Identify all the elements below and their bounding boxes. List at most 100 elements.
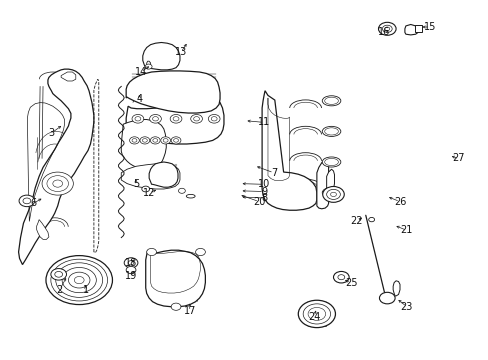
Text: 17: 17 <box>183 306 196 316</box>
Circle shape <box>211 117 217 121</box>
Circle shape <box>330 192 336 197</box>
Text: 14: 14 <box>134 67 147 77</box>
Circle shape <box>135 117 141 121</box>
Text: 2: 2 <box>57 285 62 295</box>
Polygon shape <box>121 164 180 189</box>
Polygon shape <box>262 91 316 210</box>
Circle shape <box>173 117 179 121</box>
Polygon shape <box>121 120 166 168</box>
Circle shape <box>146 248 156 256</box>
Circle shape <box>68 272 90 288</box>
Text: 12: 12 <box>142 188 155 198</box>
Ellipse shape <box>186 194 195 198</box>
Circle shape <box>140 137 149 144</box>
Circle shape <box>298 300 335 328</box>
Circle shape <box>55 271 62 277</box>
Circle shape <box>384 27 389 31</box>
Text: 27: 27 <box>451 153 464 163</box>
Polygon shape <box>19 69 94 265</box>
Circle shape <box>51 269 66 280</box>
Circle shape <box>193 117 199 121</box>
Text: 21: 21 <box>400 225 412 235</box>
Text: 19: 19 <box>124 271 137 282</box>
Text: 15: 15 <box>423 22 436 32</box>
Circle shape <box>142 139 147 142</box>
Circle shape <box>333 271 348 283</box>
Circle shape <box>19 195 35 207</box>
Circle shape <box>126 266 136 274</box>
Circle shape <box>42 172 73 195</box>
Circle shape <box>161 137 170 144</box>
Ellipse shape <box>324 189 338 196</box>
Circle shape <box>178 188 185 193</box>
Circle shape <box>195 248 205 256</box>
Polygon shape <box>392 281 399 296</box>
Ellipse shape <box>324 128 338 135</box>
Ellipse shape <box>322 96 340 106</box>
Circle shape <box>173 139 178 142</box>
Text: 8: 8 <box>261 193 266 203</box>
Ellipse shape <box>324 97 338 104</box>
Polygon shape <box>61 72 76 81</box>
Circle shape <box>307 307 325 320</box>
Circle shape <box>132 139 137 142</box>
Text: 20: 20 <box>252 197 265 207</box>
Text: 22: 22 <box>350 216 363 226</box>
Circle shape <box>145 64 152 69</box>
Circle shape <box>62 267 96 293</box>
Circle shape <box>152 117 158 121</box>
Circle shape <box>153 139 157 142</box>
Text: 16: 16 <box>377 27 389 37</box>
Text: 5: 5 <box>133 179 139 189</box>
Circle shape <box>382 25 391 32</box>
Polygon shape <box>142 42 180 70</box>
Circle shape <box>171 303 181 310</box>
Circle shape <box>378 22 395 35</box>
Circle shape <box>150 137 160 144</box>
Circle shape <box>74 276 84 284</box>
Text: 26: 26 <box>393 197 406 207</box>
Text: 18: 18 <box>124 258 137 268</box>
Circle shape <box>124 258 138 268</box>
Circle shape <box>56 263 102 297</box>
Circle shape <box>379 292 394 304</box>
Ellipse shape <box>322 126 340 136</box>
Circle shape <box>163 139 168 142</box>
Circle shape <box>23 198 31 204</box>
Polygon shape <box>404 24 417 35</box>
Circle shape <box>46 256 112 305</box>
Text: 6: 6 <box>30 198 36 208</box>
Text: 3: 3 <box>48 128 54 138</box>
Text: 10: 10 <box>257 179 270 189</box>
Polygon shape <box>326 169 334 192</box>
Circle shape <box>132 114 143 123</box>
Circle shape <box>142 186 149 192</box>
Circle shape <box>53 180 62 187</box>
Circle shape <box>337 275 344 280</box>
Text: 24: 24 <box>307 312 320 322</box>
Circle shape <box>190 114 202 123</box>
Text: 13: 13 <box>174 47 187 57</box>
Circle shape <box>129 137 139 144</box>
Text: 9: 9 <box>261 186 266 197</box>
Circle shape <box>322 186 344 202</box>
Polygon shape <box>126 71 220 113</box>
Circle shape <box>128 261 134 265</box>
Ellipse shape <box>322 188 340 198</box>
Polygon shape <box>146 61 150 68</box>
Ellipse shape <box>324 158 338 166</box>
Text: 4: 4 <box>136 94 142 104</box>
Circle shape <box>171 137 181 144</box>
Ellipse shape <box>322 157 340 167</box>
Circle shape <box>170 114 182 123</box>
Polygon shape <box>414 25 421 32</box>
Circle shape <box>208 114 220 123</box>
Circle shape <box>51 259 107 301</box>
Circle shape <box>368 217 374 222</box>
Text: 25: 25 <box>344 278 357 288</box>
Polygon shape <box>126 96 224 144</box>
Text: 23: 23 <box>400 302 412 312</box>
Circle shape <box>149 114 161 123</box>
Polygon shape <box>316 160 328 209</box>
Polygon shape <box>37 220 49 239</box>
